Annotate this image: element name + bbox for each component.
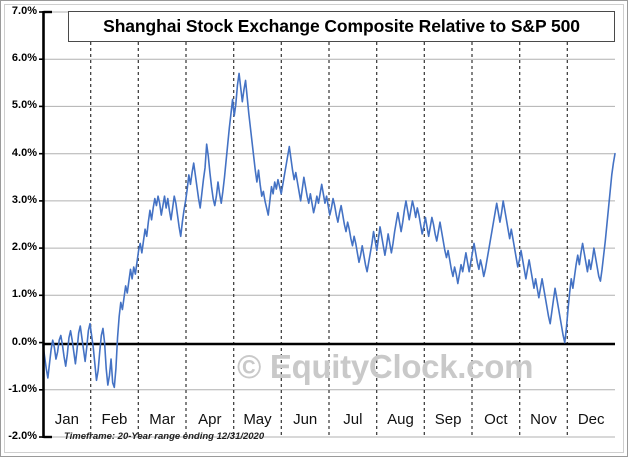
y-axis-label-70: 7.0% (11, 5, 37, 17)
x-axis-label-jun: Jun (293, 411, 318, 428)
x-axis-label-sep: Sep (434, 411, 462, 428)
x-axis-label-feb: Feb (101, 411, 128, 428)
y-axis-label-neg10: -1.0% (8, 382, 37, 395)
x-axis-label-jul: Jul (343, 411, 363, 428)
x-axis-label-may: May (243, 411, 272, 428)
y-axis-caps (43, 10, 52, 439)
x-axis-label-jan: Jan (54, 411, 79, 428)
series-line-shanghai-composite (42, 72, 616, 389)
y-axis-label-30: 3.0% (11, 193, 37, 206)
page-title: Shanghai Stock Exchange Composite Relati… (103, 16, 580, 36)
y-axis-label-20: 2.0% (11, 241, 37, 254)
x-axis-label-nov: Nov (530, 411, 557, 428)
y-axis-label-10: 1.0% (11, 288, 37, 301)
y-axis-label-60: 6.0% (11, 52, 37, 65)
x-axis-label-aug: Aug (387, 411, 414, 428)
y-axis-label-neg20: -2.0% (8, 430, 37, 442)
chart-title-box: Shanghai Stock Exchange Composite Relati… (68, 11, 615, 42)
x-axis-label-mar: Mar (149, 411, 176, 428)
y-axis-label-40: 4.0% (11, 146, 37, 159)
y-axis-label-50: 5.0% (11, 99, 37, 112)
x-axis-label-oct: Oct (484, 411, 508, 428)
y-axis-ticks (39, 11, 44, 438)
x-axis-label-dec: Dec (577, 411, 605, 428)
watermark-equityclock: © EquityClock.com (237, 348, 534, 385)
x-axis-label-apr: Apr (198, 411, 222, 428)
y-axis-label-00: 0.0% (11, 335, 37, 348)
chart-subtitle-timeframe: Timeframe: 20-Year range ending 12/31/20… (64, 431, 265, 442)
